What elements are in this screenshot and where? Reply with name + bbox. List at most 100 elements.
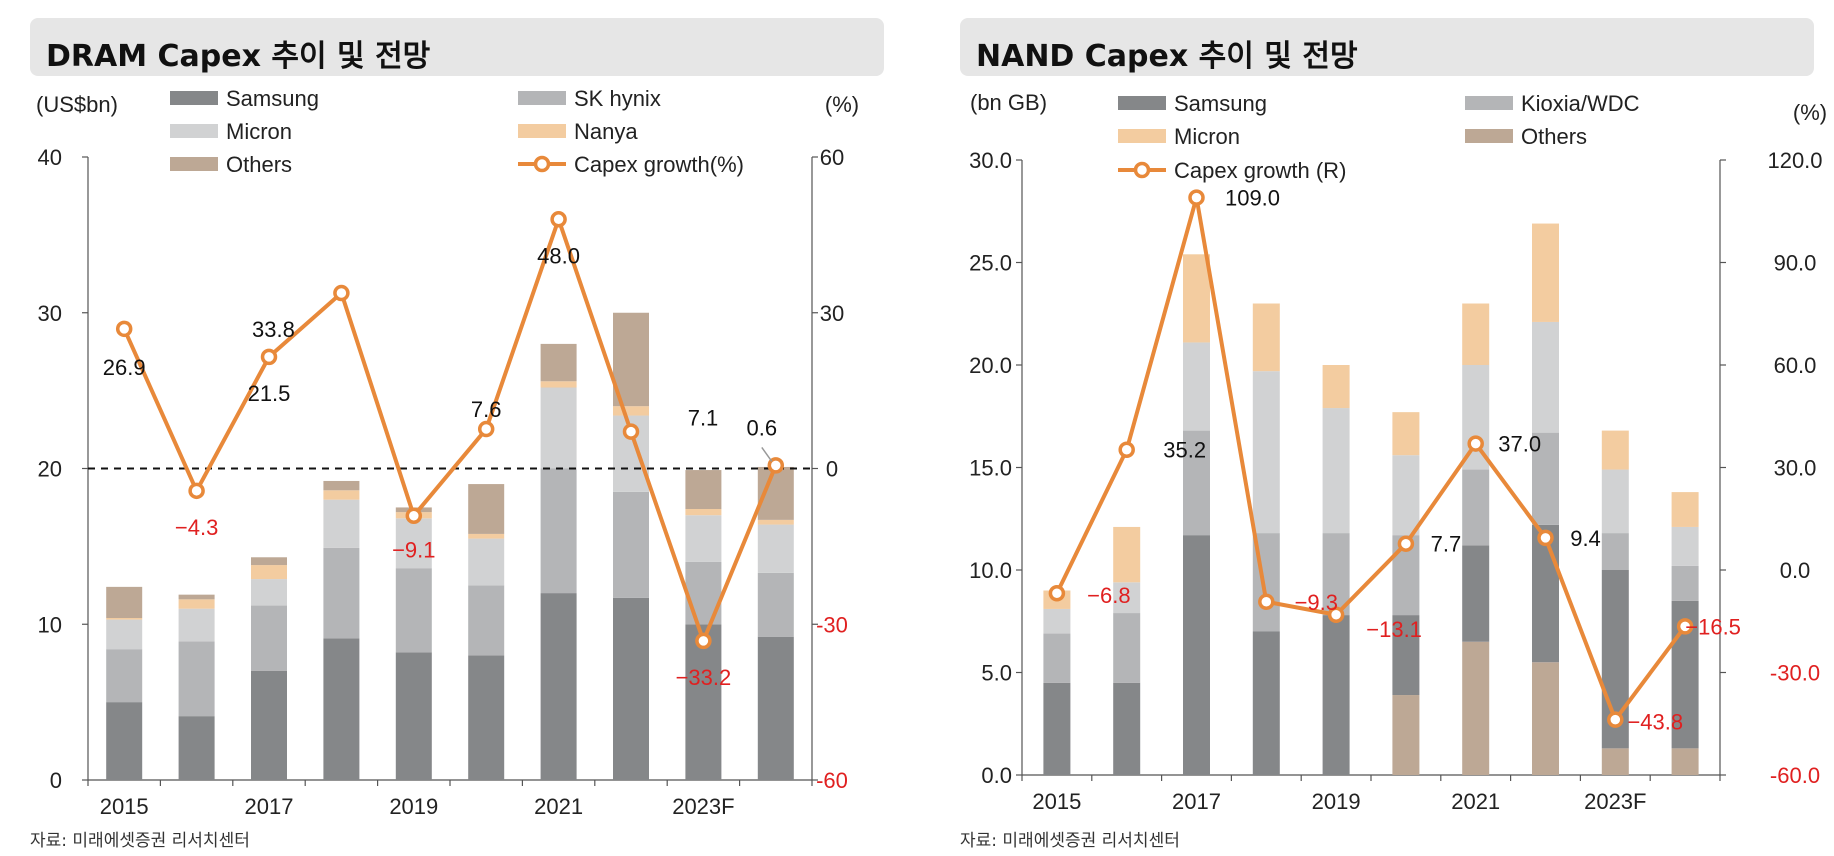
legend-swatch (1118, 129, 1166, 143)
x-tick-label: 2017 (1172, 789, 1221, 814)
left-tick-label: 10.0 (969, 558, 1012, 583)
capex-growth-data-label: −6.8 (1087, 583, 1130, 608)
bar-segment-micron (1462, 303, 1490, 365)
capex-growth-point (1537, 529, 1554, 547)
bar-segment-kioxia-wdc (1671, 565, 1699, 601)
capex-growth-line (1055, 195, 1687, 722)
bar-segment-sk-hynix-solidigm (1532, 321, 1559, 433)
capex-growth-point (405, 507, 423, 524)
bar-segment-micron (1671, 492, 1699, 527)
bar-segment-nanya (178, 599, 215, 609)
bar-segment-sk-hynix (468, 585, 505, 656)
capex-growth-data-label: 7.7 (1431, 532, 1462, 557)
legend-swatch (1465, 129, 1513, 143)
bar-segment-nanya (106, 618, 143, 620)
left-tick-label: 10 (38, 612, 62, 637)
legend-label: Samsung (226, 86, 319, 111)
bar-segment-kioxia-wdc (1601, 533, 1629, 570)
capex-growth-data-label: 21.5 (248, 381, 291, 406)
right-axis-unit: (%) (1793, 100, 1827, 125)
right-tick-label: 0 (826, 457, 838, 482)
x-tick-label: 2015 (100, 794, 149, 819)
bar-segment-samsung (468, 655, 505, 780)
bar-segment-samsung (106, 702, 143, 780)
bar-segment-samsung (1322, 615, 1350, 775)
left-tick-label: 30.0 (969, 148, 1012, 173)
bar-segment-sk-hynix-solidigm (1601, 469, 1629, 534)
capex-growth-point (767, 457, 785, 474)
bar-segment-others (1462, 641, 1490, 775)
bar-segment-others (468, 484, 505, 534)
right-tick-label: -60 (816, 768, 848, 793)
capex-growth-point (1607, 711, 1624, 728)
left-tick-label: 30 (38, 301, 62, 326)
capex-growth-point (260, 348, 278, 366)
capex-growth-data-label: 109.0 (1225, 186, 1280, 211)
left-tick-label: 40 (38, 145, 62, 170)
legend-swatch (518, 124, 566, 138)
left-axis-unit: (US$bn) (36, 92, 118, 117)
bar-segment-nanya (540, 381, 577, 388)
bar-segment-sk-hynix (178, 641, 215, 717)
capex-growth-point (188, 482, 205, 500)
capex-growth-data-label: 37.0 (1498, 432, 1541, 457)
legend-label: Micron (226, 119, 292, 144)
legend-swatch (1118, 96, 1166, 110)
dram-title-bar: DRAM Capex 추이 및 전망 (30, 18, 884, 76)
capex-growth-point (1676, 618, 1694, 635)
bar-segment-sk-hynix-solidigm (1462, 365, 1490, 470)
legend-line-marker (1133, 161, 1151, 179)
capex-growth-point (1397, 535, 1415, 552)
x-tick-label: 2021 (1451, 789, 1500, 814)
bar-segment-kioxia-wdc (1532, 432, 1559, 525)
bar-segment-others (540, 343, 577, 382)
capex-growth-point (115, 320, 133, 338)
bar-segment-micron (323, 499, 360, 548)
capex-growth-data-label: −43.8 (1627, 710, 1683, 735)
bar-segment-sk-hynix-solidigm (1252, 371, 1280, 534)
bar-segment-micron (1601, 430, 1629, 470)
capex-growth-point (333, 284, 350, 302)
bar-segment-kioxia-wdc (1183, 430, 1210, 536)
bar-segment-others (685, 470, 722, 509)
bar-segment-samsung (395, 652, 432, 780)
capex-growth-data-label: −9.3 (1295, 590, 1338, 615)
capex-growth-data-label: 48.0 (537, 243, 580, 268)
capex-growth-data-label: 33.8 (252, 317, 295, 342)
x-tick-label: 2019 (1312, 789, 1361, 814)
right-tick-label: 90.0 (1774, 251, 1817, 276)
bar-segment-sk-hynix-solidigm (1183, 342, 1210, 431)
legend-label: Micron (1174, 124, 1240, 149)
right-tick-label: 60 (820, 145, 844, 170)
left-tick-label: 25.0 (969, 251, 1012, 276)
capex-growth-data-label: −16.5 (1685, 614, 1741, 639)
bar-segment-sk-hynix (613, 491, 649, 598)
nand-panel: NAND Capex 추이 및 전망 (bn GB) (%) 0.0 5.0 10.0 1… (930, 0, 1834, 856)
capex-growth-point (622, 423, 640, 440)
legend-swatch (170, 91, 218, 105)
bar-segment-samsung (613, 597, 649, 780)
capex-growth-point (477, 420, 495, 438)
right-tick-label: 30 (820, 301, 844, 326)
nand-chart: (bn GB) (%) 0.0 5.0 10.0 15.0 20.0 25.0 30.0 -60.… (969, 90, 1827, 814)
bar-segment-others (106, 586, 143, 619)
bar-segment-nanya (323, 490, 360, 500)
left-tick-label: 0.0 (981, 763, 1012, 788)
bar-segment-others (251, 557, 287, 566)
x-tick-label: 2015 (1032, 789, 1081, 814)
left-tick-label: 0 (50, 768, 62, 793)
bar-segment-micron (468, 538, 505, 586)
x-tick-label: 2019 (389, 794, 438, 819)
legend-swatch (170, 124, 218, 138)
bar-segment-sk-hynix (106, 649, 143, 703)
bar-segment-samsung (685, 624, 722, 780)
bar-segment-sk-hynix (757, 572, 794, 637)
bar-segment-samsung (1532, 524, 1559, 663)
right-tick-label: -30.0 (1770, 661, 1820, 686)
bar-segment-sk-hynix (540, 468, 577, 594)
bar-segment-sk-hynix-solidigm (1113, 582, 1141, 614)
left-tick-label: 20 (38, 457, 62, 482)
legend-label: Others (1521, 124, 1587, 149)
bar-segment-micron (1532, 223, 1559, 322)
legend-swatch (518, 91, 566, 105)
